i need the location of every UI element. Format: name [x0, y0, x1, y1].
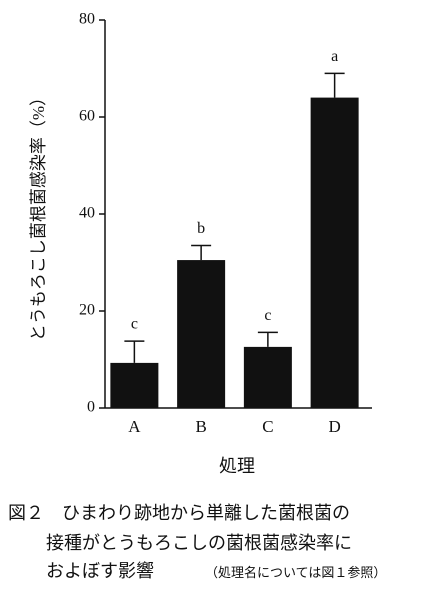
significance-label: a: [331, 48, 338, 65]
significance-label: c: [264, 307, 271, 324]
y-axis-label: とうもろこし菌根菌感染率（%）: [29, 89, 48, 341]
error-bar: [324, 72, 345, 98]
y-tick-label: 60: [79, 108, 95, 125]
error-bar: [257, 331, 278, 347]
caption-line: およぼす影響: [46, 561, 154, 581]
bar: [110, 362, 159, 408]
y-tick-label: 20: [79, 302, 95, 319]
x-tick-label: A: [128, 417, 141, 436]
caption-note: （処理名については図１参照）: [205, 565, 386, 580]
significance-label: c: [131, 316, 138, 333]
significance-label: b: [197, 220, 205, 237]
x-tick-label: C: [262, 417, 273, 436]
x-tick-label: B: [195, 417, 206, 436]
caption-line: 接種がとうもろこしの菌根菌感染率に: [46, 533, 352, 553]
bar: [310, 97, 359, 408]
x-tick-label: D: [328, 417, 340, 436]
y-tick-label: 80: [79, 11, 95, 28]
bar: [243, 346, 292, 408]
y-tick-label: 0: [87, 399, 95, 416]
bar: [177, 260, 226, 408]
x-axis-label: 処理: [219, 456, 255, 476]
y-tick-label: 40: [79, 205, 95, 222]
error-bar: [191, 244, 212, 261]
caption-line: 図２ ひまわり跡地から単離した菌根菌の: [8, 503, 350, 523]
error-bar: [124, 340, 145, 363]
